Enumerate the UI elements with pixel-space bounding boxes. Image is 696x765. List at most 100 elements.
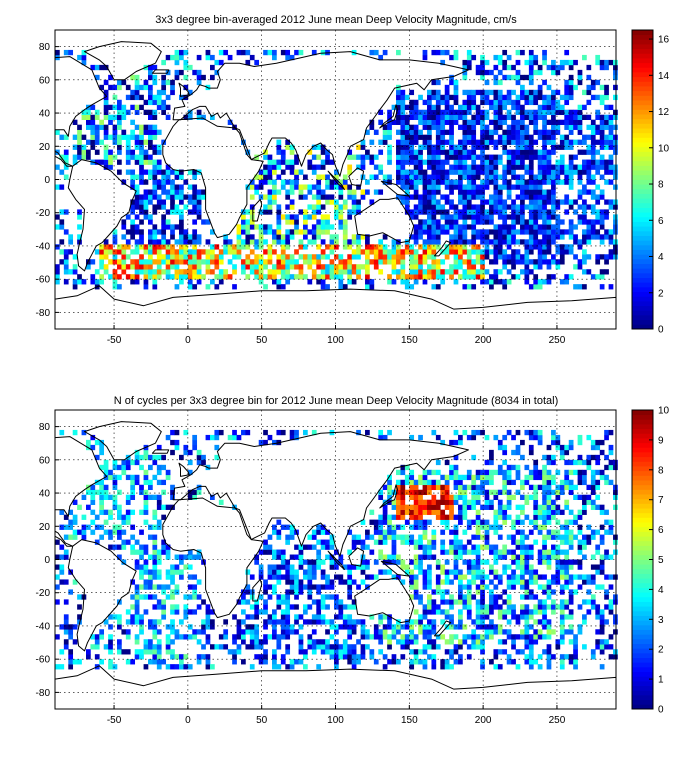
heat-cell (511, 160, 516, 165)
heat-cell (400, 125, 405, 130)
heat-cell (476, 624, 481, 629)
heat-cell (533, 244, 538, 249)
heat-cell (564, 80, 569, 85)
heat-cell (542, 165, 547, 170)
heat-cell (476, 184, 481, 189)
heat-cell (405, 284, 410, 289)
heat-cell (458, 614, 463, 619)
heat-cell (533, 70, 538, 75)
heat-cell (511, 520, 516, 525)
heat-cell (449, 120, 454, 125)
heat-cell (418, 500, 423, 505)
heat-cell (569, 249, 574, 254)
heat-cell (431, 274, 436, 279)
heat-cell (316, 175, 321, 180)
heat-cell (440, 634, 445, 639)
heat-cell (436, 560, 441, 565)
heat-cell (135, 80, 140, 85)
heat-cell (414, 214, 419, 219)
heat-cell (117, 150, 122, 155)
heat-cell (343, 614, 348, 619)
heat-cell (316, 219, 321, 224)
heat-cell (454, 55, 459, 60)
heat-cell (604, 170, 609, 175)
heat-cell (179, 574, 184, 579)
heat-cell (542, 125, 547, 130)
heat-cell (334, 209, 339, 214)
heat-cell (502, 214, 507, 219)
heat-cell (157, 130, 162, 135)
heat-cell (139, 135, 144, 140)
heat-cell (489, 105, 494, 110)
heat-cell (175, 634, 180, 639)
heat-cell (445, 140, 450, 145)
heat-cell (290, 530, 295, 535)
heat-cell (405, 510, 410, 515)
heat-cell (272, 525, 277, 530)
heat-cell (179, 659, 184, 664)
heat-cell (445, 105, 450, 110)
heat-cell (454, 90, 459, 95)
heat-cell (476, 145, 481, 150)
heat-cell (462, 155, 467, 160)
heat-cell (462, 594, 467, 599)
heat-cell (560, 619, 565, 624)
heat-cell (471, 560, 476, 565)
heat-cell (493, 560, 498, 565)
heat-cell (555, 229, 560, 234)
heat-cell (59, 239, 64, 244)
heat-cell (188, 279, 193, 284)
heat-cell (547, 495, 552, 500)
heat-cell (423, 115, 428, 120)
heat-cell (276, 644, 281, 649)
heat-cell (538, 435, 543, 440)
heat-cell (223, 50, 228, 55)
heat-cell (409, 110, 414, 115)
heat-cell (303, 619, 308, 624)
heat-cell (449, 199, 454, 204)
heat-cell (511, 204, 516, 209)
colorbar-tick-label: 6 (658, 216, 664, 227)
heat-cell (454, 279, 459, 284)
heat-cell (383, 535, 388, 540)
heat-cell (436, 244, 441, 249)
heat-cell (321, 569, 326, 574)
colorbar-swatch (632, 86, 653, 91)
heat-cell (476, 520, 481, 525)
heat-cell (321, 594, 326, 599)
heat-cell (294, 619, 299, 624)
heat-cell (276, 239, 281, 244)
heat-cell (467, 564, 472, 569)
heat-cell (152, 550, 157, 555)
heat-cell (405, 505, 410, 510)
heat-cell (458, 234, 463, 239)
heat-cell (600, 120, 605, 125)
heat-cell (471, 269, 476, 274)
heat-cell (192, 239, 197, 244)
heat-cell (604, 145, 609, 150)
heat-cell (144, 189, 149, 194)
heat-cell (462, 115, 467, 120)
heat-cell (467, 254, 472, 259)
heat-cell (365, 560, 370, 565)
heat-cell (458, 584, 463, 589)
heat-cell (383, 259, 388, 264)
heat-cell (254, 639, 259, 644)
heat-cell (467, 209, 472, 214)
heat-cell (423, 634, 428, 639)
heat-cell (90, 259, 95, 264)
heat-cell (427, 490, 432, 495)
heat-cell (121, 115, 126, 120)
heat-cell (480, 619, 485, 624)
heat-cell (330, 545, 335, 550)
heat-cell (480, 274, 485, 279)
heat-cell (467, 105, 472, 110)
heat-cell (250, 574, 255, 579)
heat-cell (338, 269, 343, 274)
heat-cell (77, 659, 82, 664)
heat-cell (555, 579, 560, 584)
heat-cell (170, 254, 175, 259)
heat-cell (157, 249, 162, 254)
heat-cell (471, 135, 476, 140)
heat-cell (175, 224, 180, 229)
